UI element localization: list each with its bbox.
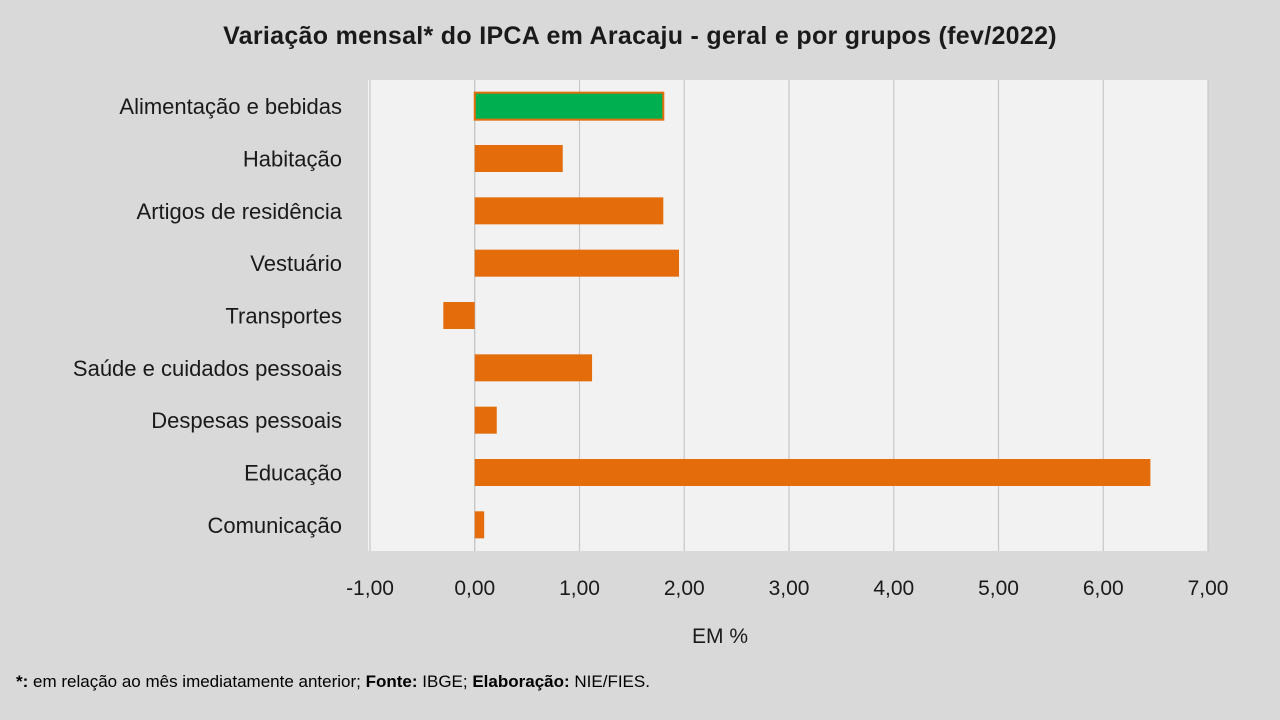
bar (473, 91, 665, 121)
x-tick-label: 4,00 (873, 577, 914, 600)
bar (474, 459, 1151, 486)
category-labels: Alimentação e bebidas Habitação Artigos de… (73, 94, 343, 538)
x-tick-label: 6,00 (1083, 577, 1124, 600)
category-label: Educação (244, 461, 342, 486)
x-tick-label: 0,00 (454, 577, 495, 600)
x-tick-labels: -1,00 0,00 1,00 2,00 3,00 4,00 5,00 6,00 7,00 (346, 577, 1228, 600)
footnote-source: IBGE; (417, 672, 473, 691)
category-label: Despesas pessoais (151, 408, 342, 433)
chart-title: Variação mensal* do IPCA em Aracaju - ge… (223, 22, 1057, 50)
x-tick-label: 7,00 (1188, 577, 1229, 600)
category-label: Vestuário (250, 251, 342, 276)
x-tick-label: 2,00 (664, 577, 705, 600)
x-tick-label: -1,00 (346, 577, 394, 600)
footnote-marker: *: (16, 672, 29, 691)
footnote-text: em relação ao mês imediatamente anterior… (28, 672, 366, 691)
x-tick-label: 5,00 (978, 577, 1019, 600)
category-label: Alimentação e bebidas (119, 94, 342, 119)
bar (474, 511, 485, 539)
bars (443, 91, 1151, 539)
bar (474, 197, 664, 225)
footnote: *: em relação ao mês imediatamente anter… (16, 672, 650, 692)
category-label: Artigos de residência (137, 199, 343, 224)
bar (474, 354, 593, 382)
footnote-prep: NIE/FIES. (569, 672, 650, 691)
footnote-prep-label: Elaboração: (472, 672, 570, 691)
bar (474, 249, 680, 277)
x-tick-label: 1,00 (559, 577, 600, 600)
category-label: Habitação (243, 147, 342, 172)
category-label: Comunicação (207, 513, 342, 538)
category-label: Saúde e cuidados pessoais (73, 356, 342, 381)
category-label: Transportes (225, 304, 342, 329)
bar (443, 302, 475, 329)
footnote-source-label: Fonte: (365, 672, 418, 691)
x-axis-label: EM % (692, 625, 748, 648)
bar (474, 406, 497, 434)
bar (474, 145, 563, 172)
x-tick-label: 3,00 (769, 577, 810, 600)
